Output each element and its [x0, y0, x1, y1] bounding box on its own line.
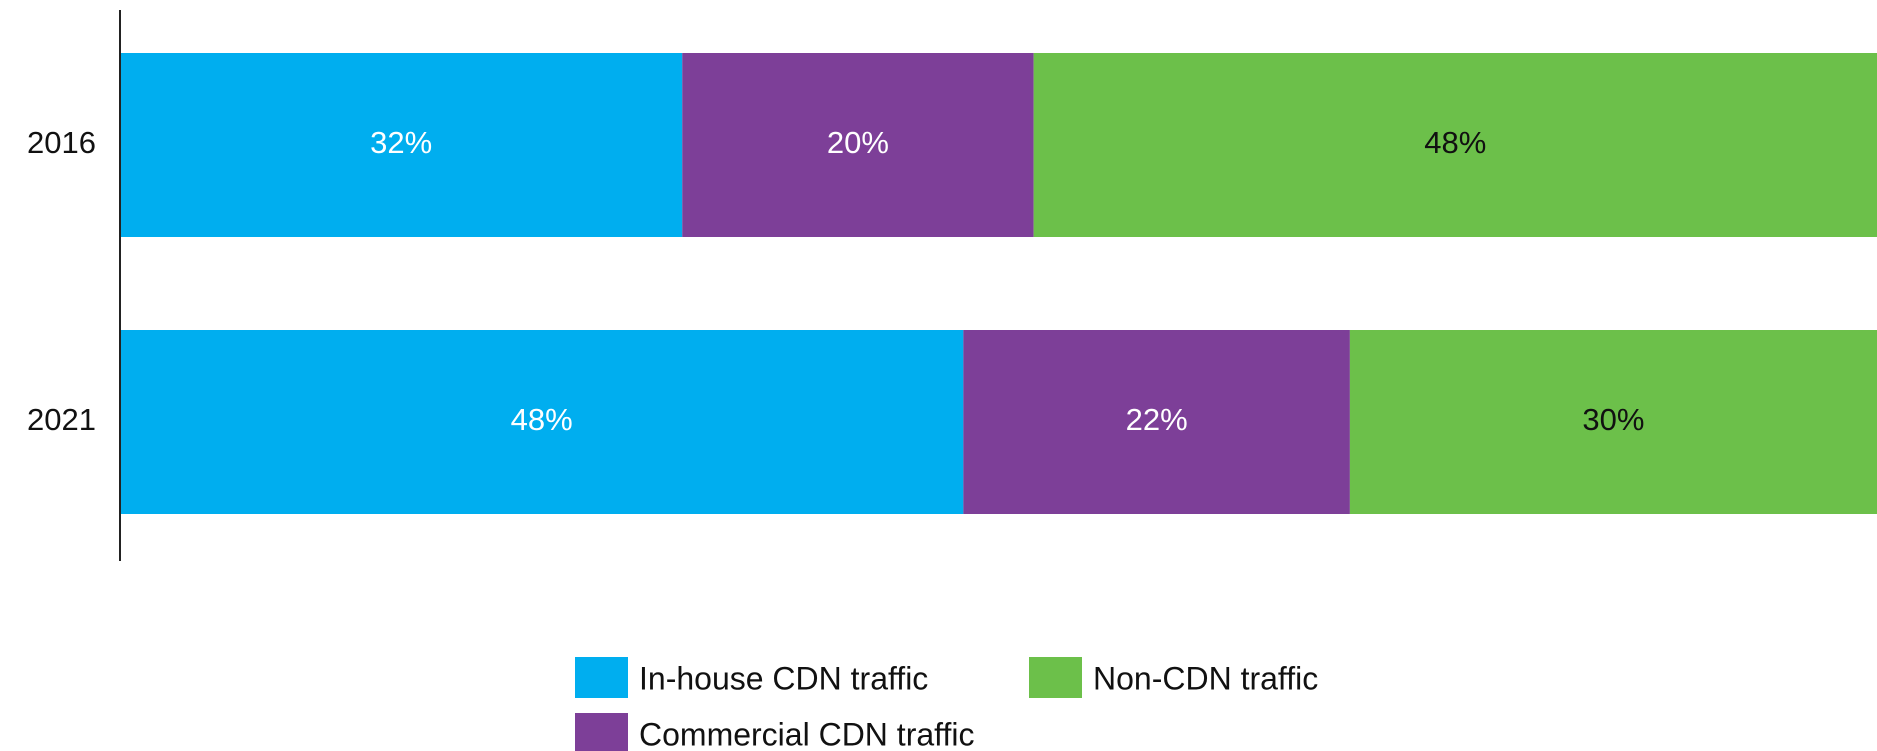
data-label: 32%	[370, 125, 432, 160]
bar-segment	[963, 330, 1350, 514]
legend-swatch	[575, 713, 628, 751]
data-label: 22%	[1126, 402, 1188, 437]
y-tick-label: 2016	[27, 125, 96, 160]
data-label: 20%	[827, 125, 889, 160]
legend-swatch	[1029, 657, 1082, 698]
bar-segment	[682, 53, 1034, 237]
legend-label: Non-CDN traffic	[1093, 660, 1318, 696]
bar-segment	[120, 330, 964, 514]
bar-segment	[1033, 53, 1877, 237]
data-label: 48%	[1424, 125, 1486, 160]
legend-label: In-house CDN traffic	[639, 660, 928, 696]
bar-segment	[120, 53, 683, 237]
data-label: 48%	[511, 402, 573, 437]
legend-swatch	[575, 657, 628, 698]
bar-segment	[1349, 330, 1877, 514]
legend-label: Commercial CDN traffic	[639, 716, 974, 751]
y-tick-label: 2021	[27, 402, 96, 437]
data-label: 30%	[1582, 402, 1644, 437]
